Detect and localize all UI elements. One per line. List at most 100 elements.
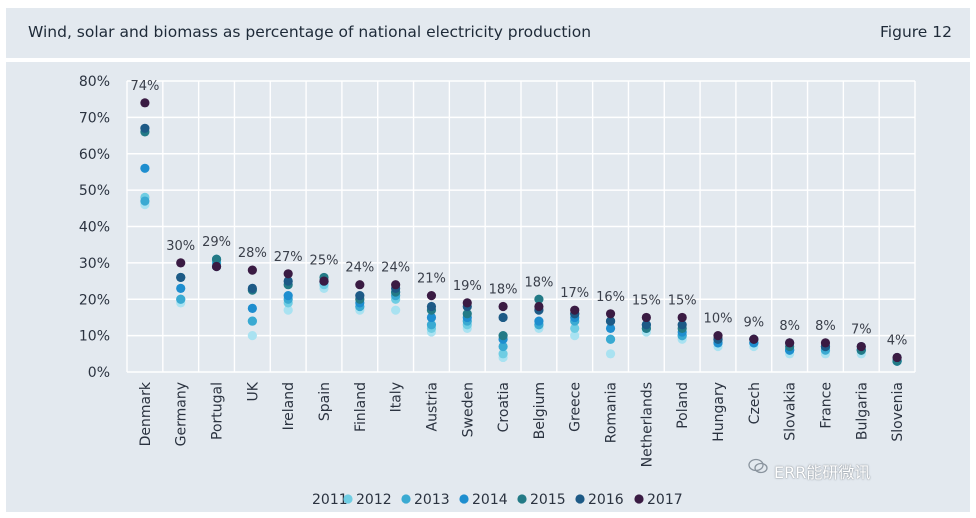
data-point-2014 xyxy=(140,163,150,173)
value-label: 10% xyxy=(704,312,733,327)
grid-lines xyxy=(126,80,916,373)
data-point-2013 xyxy=(247,316,257,326)
data-point-2013 xyxy=(140,196,150,206)
data-point-2017 xyxy=(749,334,759,344)
legend-label-2015: 2015 xyxy=(530,492,566,508)
x-tick-label: Denmark xyxy=(138,381,154,446)
y-tick-label: 50% xyxy=(79,183,110,199)
data-point-2017 xyxy=(176,258,186,268)
legend-marker-2015 xyxy=(517,494,527,504)
data-point-2017 xyxy=(462,298,472,308)
legend-label-2013: 2013 xyxy=(414,492,450,508)
data-point-2013 xyxy=(605,334,616,344)
data-point-2016 xyxy=(498,312,508,323)
data-point-2013 xyxy=(498,341,508,352)
value-label: 8% xyxy=(815,319,836,334)
legend-marker-2013 xyxy=(401,494,411,504)
x-tick-label: Bulgaria xyxy=(854,382,870,440)
y-tick-label: 10% xyxy=(79,329,110,345)
legend-label-2014: 2014 xyxy=(472,492,508,508)
x-tick-label: Czech xyxy=(747,382,763,424)
data-point-2017 xyxy=(820,338,831,348)
data-point-2016 xyxy=(641,320,651,330)
data-point-2012 xyxy=(570,323,580,333)
x-tick-label: Slovenia xyxy=(890,382,906,442)
value-label: 24% xyxy=(345,261,374,276)
data-point-2017 xyxy=(426,291,437,301)
y-axis-ticks: 0% 10% 20% 30% 40% 50% 60% 70% 80% xyxy=(79,74,110,381)
value-label: 30% xyxy=(166,239,195,254)
x-tick-label: Hungary xyxy=(711,382,727,442)
data-point-2017 xyxy=(713,331,723,341)
value-label: 16% xyxy=(596,290,625,305)
data-point-2017 xyxy=(319,276,329,286)
x-tick-label: Sweden xyxy=(460,382,476,437)
data-point-2011 xyxy=(391,305,401,315)
x-tick-label: Belgium xyxy=(532,382,548,439)
value-label: 8% xyxy=(779,319,800,334)
x-tick-label: Spain xyxy=(317,382,333,421)
data-point-2011 xyxy=(283,305,293,315)
data-point-2015 xyxy=(498,331,508,341)
x-tick-label: Finland xyxy=(353,382,369,432)
x-tick-label: Germany xyxy=(174,382,190,446)
data-point-2016 xyxy=(355,291,365,301)
data-point-2015 xyxy=(534,294,544,304)
data-point-2016 xyxy=(176,272,186,283)
data-point-2011 xyxy=(570,331,580,341)
x-tick-label: Poland xyxy=(675,382,691,429)
legend: 2011 2012 2013 2014 2015 2016 2017 xyxy=(312,492,683,508)
x-tick-label: Ireland xyxy=(281,382,297,430)
data-point-2014 xyxy=(283,291,293,301)
x-tick-label: Greece xyxy=(568,382,584,432)
y-tick-label: 30% xyxy=(79,256,110,272)
data-point-2015 xyxy=(211,254,222,264)
x-tick-label: Romania xyxy=(604,382,620,443)
x-tick-label: Portugal xyxy=(210,382,226,440)
data-point-2014 xyxy=(176,283,186,293)
data-point-2017 xyxy=(785,338,795,348)
value-label: 9% xyxy=(744,315,765,330)
x-tick-label: UK xyxy=(245,381,261,401)
value-label: 4% xyxy=(887,333,908,348)
data-point-2014 xyxy=(534,316,544,326)
x-tick-label: Croatia xyxy=(496,382,512,432)
value-label: 21% xyxy=(417,272,446,287)
data-point-2013 xyxy=(176,294,186,304)
y-tick-label: 60% xyxy=(79,147,110,163)
chart-title: Wind, solar and biomass as percentage of… xyxy=(28,23,592,41)
x-tick-label: France xyxy=(818,382,834,429)
y-tick-label: 20% xyxy=(79,292,110,308)
value-label: 18% xyxy=(524,275,553,290)
value-label: 29% xyxy=(202,235,231,250)
legend-marker-2014 xyxy=(459,494,469,504)
data-point-2014 xyxy=(247,303,257,313)
data-point-2016 xyxy=(283,276,293,286)
legend-marker-2017 xyxy=(634,494,644,504)
wechat-icon xyxy=(748,458,768,479)
value-label: 24% xyxy=(381,261,410,276)
watermark: ERR能研微讯 xyxy=(748,458,948,484)
value-label: 15% xyxy=(632,293,661,308)
x-axis-labels: Denmark Germany Portugal UK Ireland Spain Finl… xyxy=(138,381,906,467)
data-point-2016 xyxy=(605,316,616,326)
value-label: 27% xyxy=(274,250,303,265)
value-label: 15% xyxy=(668,293,697,308)
data-point-2017 xyxy=(140,98,150,108)
value-label: 25% xyxy=(310,253,339,268)
y-tick-label: 0% xyxy=(88,365,110,381)
legend-label-2012: 2012 xyxy=(356,492,392,508)
data-point-2017 xyxy=(677,312,687,323)
x-tick-label: Italy xyxy=(389,382,405,412)
legend-label-2016: 2016 xyxy=(588,492,624,508)
data-point-2017 xyxy=(892,352,902,363)
data-point-2017 xyxy=(605,309,616,319)
value-label: 17% xyxy=(560,286,589,301)
legend-marker-2012 xyxy=(343,494,353,504)
data-point-2015 xyxy=(462,309,472,319)
legend-label-2011: 2011 xyxy=(312,492,348,508)
legend-label-2017: 2017 xyxy=(647,492,683,508)
data-point-2014 xyxy=(605,323,616,333)
chart-panel xyxy=(6,62,970,512)
